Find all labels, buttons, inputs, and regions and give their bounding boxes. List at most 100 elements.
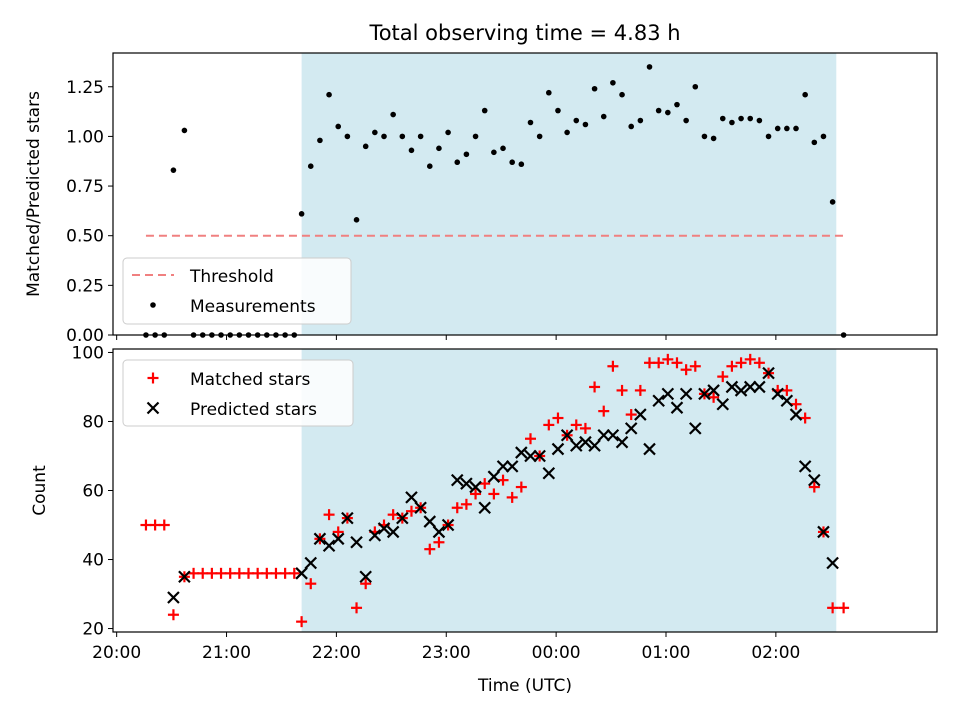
predicted-star-point xyxy=(771,387,784,401)
measurement-point xyxy=(784,125,790,132)
matched-star-point xyxy=(653,357,665,369)
predicted-star-point xyxy=(597,429,611,442)
predicted-star-point xyxy=(725,380,739,394)
predicted-star-point xyxy=(423,515,437,528)
measurement-point xyxy=(417,133,424,140)
matched-star-point xyxy=(827,602,839,614)
matched-star-point xyxy=(708,391,720,403)
predicted-star-point xyxy=(716,397,730,411)
measurement-point xyxy=(747,115,754,122)
bottom-legend-box xyxy=(122,359,354,427)
measurement-point xyxy=(600,113,607,120)
predicted-star-point xyxy=(350,535,363,549)
predicted-star-point xyxy=(652,394,665,408)
predicted-star-point xyxy=(386,525,400,539)
measurement-point xyxy=(610,79,616,86)
top-legend-box xyxy=(122,257,352,325)
predicted-star-point xyxy=(707,384,720,397)
top-axes-frame xyxy=(112,52,938,336)
predicted-star-point xyxy=(396,511,409,525)
matched-star-point xyxy=(838,602,850,614)
matched-star-point xyxy=(424,543,436,555)
predicted-star-point xyxy=(643,442,656,456)
predicted-star-point xyxy=(808,473,821,487)
predicted-star-point xyxy=(734,384,748,397)
x-tick-label: 01:00 xyxy=(641,643,690,663)
predicted-star-point xyxy=(359,570,372,584)
matched-star-point xyxy=(515,481,527,493)
top-y-tick-label: 1.25 xyxy=(66,78,104,98)
predicted-star-point xyxy=(606,429,620,442)
legend-threshold-label: Threshold xyxy=(189,267,274,287)
measurement-point xyxy=(372,129,378,136)
measurement-point xyxy=(820,133,827,140)
predicted-star-point xyxy=(469,480,482,494)
measurement-point xyxy=(335,123,342,130)
top-y-ticks: 0.00 0.25 0.50 0.75 1.00 1.25 xyxy=(66,78,113,346)
matched-star-point xyxy=(616,384,628,396)
predicted-star-point xyxy=(689,422,702,435)
measurement-point xyxy=(811,139,818,146)
measurement-point xyxy=(181,127,188,134)
measurement-point xyxy=(362,143,369,150)
predicted-star-point xyxy=(817,525,830,539)
matched-star-point xyxy=(524,433,536,445)
measurement-point xyxy=(555,107,561,114)
matched-star-point xyxy=(634,384,646,396)
measurement-point xyxy=(719,115,726,122)
predicted-star-point xyxy=(295,567,308,580)
measurement-point xyxy=(426,163,433,169)
predicted-star-point xyxy=(313,532,327,546)
measurement-point xyxy=(802,91,808,98)
measurement-point xyxy=(637,117,644,124)
predicted-star-point xyxy=(167,591,180,604)
measurement-point xyxy=(170,167,177,173)
predicted-star-point xyxy=(826,556,839,570)
predicted-star-point xyxy=(331,532,345,546)
predicted-star-point xyxy=(743,380,757,394)
measurement-point xyxy=(701,133,708,140)
matched-star-point xyxy=(808,481,820,493)
measurement-point xyxy=(774,125,781,132)
predicted-star-point xyxy=(560,429,574,442)
matched-star-point xyxy=(680,364,692,376)
bottom-panel: 20 40 60 80 100 20:00 21:00 22:00 23:00 00:00 01:… xyxy=(30,343,938,696)
matched-star-point xyxy=(607,360,619,372)
top-legend: Threshold Measurements xyxy=(122,257,352,325)
predicted-star-point xyxy=(405,491,418,504)
matched-star-point xyxy=(589,381,601,393)
measurement-point xyxy=(307,163,314,169)
measurement-point xyxy=(692,83,699,90)
predicted-star-point xyxy=(634,408,647,421)
matched-star-point xyxy=(662,353,674,365)
matched-star-point xyxy=(167,609,179,621)
predicted-star-point xyxy=(496,460,510,473)
predicted-star-point xyxy=(780,394,794,408)
matched-star-point xyxy=(543,419,555,431)
top-y-tick-label: 0.75 xyxy=(66,177,104,197)
matched-star-point xyxy=(799,412,811,424)
measurement-point xyxy=(463,151,470,158)
top-x-ticks xyxy=(116,335,777,340)
matched-star-point xyxy=(625,409,637,421)
measurement-point xyxy=(518,161,525,168)
x-tick-label: 02:00 xyxy=(751,643,800,663)
predicted-star-point xyxy=(798,460,812,473)
x-axis-label: Time (UTC) xyxy=(477,676,572,696)
predicted-star-point xyxy=(478,501,491,515)
measurement-point xyxy=(527,119,534,126)
top-y-axis-label: Matched/Predicted stars xyxy=(24,91,44,297)
measurement-point xyxy=(710,135,717,142)
matched-star-point xyxy=(305,578,317,590)
x-tick-label: 22:00 xyxy=(312,643,361,663)
measurement-point xyxy=(628,123,635,130)
bottom-y-tick-label: 100 xyxy=(72,343,104,363)
measurement-point xyxy=(399,133,406,140)
predicted-star-point xyxy=(450,473,464,487)
top-y-tick-label: 0.50 xyxy=(66,227,104,247)
measurement-point xyxy=(445,129,451,136)
predicted-star-point xyxy=(368,529,382,542)
predicted-star-point xyxy=(377,522,391,535)
x-tick-label: 21:00 xyxy=(202,643,251,663)
